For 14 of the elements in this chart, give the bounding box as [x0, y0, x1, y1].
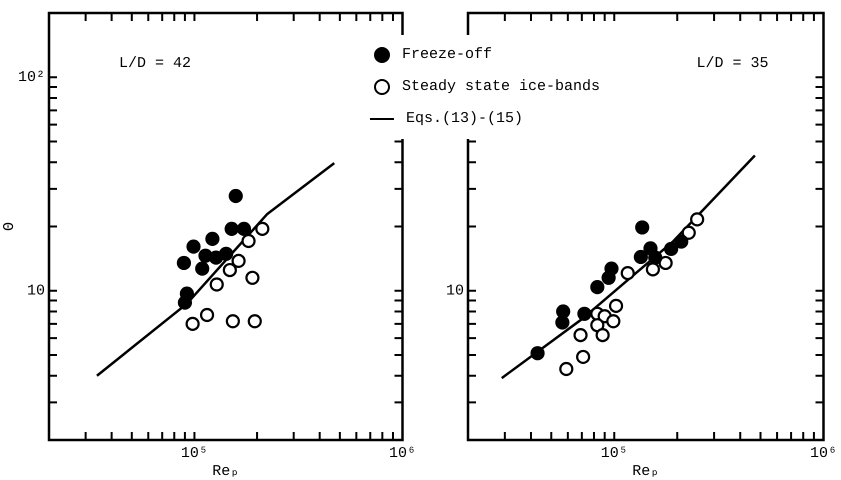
text: 10: [446, 282, 464, 300]
y-axis-title: Θ: [0, 222, 18, 232]
x-axis-title: Reₚ: [632, 462, 660, 480]
annotation: L/D = 35: [696, 54, 768, 72]
x-tick-label: 10⁶: [810, 444, 838, 462]
annotation: L/D = 42: [119, 54, 192, 72]
y-tick-label: 10²: [18, 69, 45, 86]
x-tick-label: 10⁵: [180, 444, 208, 462]
x-tick-label: 10⁶: [388, 444, 416, 462]
x-tick-label: 10⁵: [600, 444, 628, 462]
legend-label: Eqs.(13)-(15): [406, 109, 524, 129]
legend-label: Steady state ice-bands: [402, 77, 600, 97]
legend-label: Freeze-off: [402, 45, 492, 65]
x-axis-title: Reₚ: [212, 462, 240, 480]
